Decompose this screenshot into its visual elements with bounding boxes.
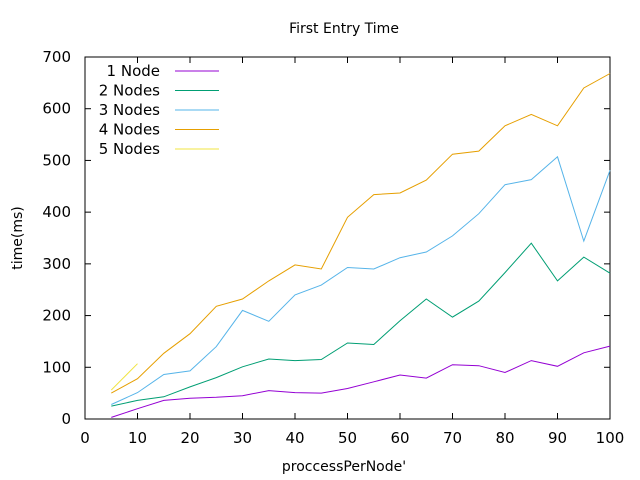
legend-label-1-node: 1 Node [107, 62, 160, 80]
x-tick-label: 90 [548, 429, 567, 447]
ticks-layer: 0 10 20 30 40 50 60 70 80 90 100 0 100 200 300 400 500 60… [42, 48, 624, 447]
series-line-2-nodes [111, 242, 611, 407]
series-line-3-nodes [111, 155, 611, 405]
y-tick-label: 600 [42, 100, 71, 118]
x-tick-label: 20 [180, 429, 199, 447]
y-tick-label: 100 [42, 358, 71, 376]
chart-title: First Entry Time [289, 21, 399, 37]
y-tick-label: 0 [61, 410, 71, 428]
series-line-1-node [111, 345, 611, 418]
series-layer [110, 73, 611, 418]
x-tick-label: 100 [596, 429, 625, 447]
y-tick-label: 700 [42, 48, 71, 66]
y-tick-label: 200 [42, 307, 71, 325]
x-tick-label: 0 [80, 429, 90, 447]
x-tick-label: 70 [443, 429, 462, 447]
legend-label-5-nodes: 5 Nodes [99, 140, 160, 158]
y-tick-label: 500 [42, 151, 71, 169]
y-tick-label: 400 [42, 203, 71, 221]
legend-label-3-nodes: 3 Nodes [99, 101, 160, 119]
x-tick-label: 60 [390, 429, 409, 447]
y-axis-label: time(ms) [10, 206, 26, 270]
x-tick-label: 80 [495, 429, 514, 447]
series-line-4-nodes [111, 73, 611, 394]
series-line-5-nodes [110, 363, 138, 391]
x-axis-label: proccessPerNode' [282, 459, 406, 475]
x-tick-label: 30 [233, 429, 252, 447]
x-tick-label: 40 [285, 429, 304, 447]
plot-frame [84, 56, 611, 420]
legend-label-4-nodes: 4 Nodes [99, 121, 160, 139]
legend-label-2-nodes: 2 Nodes [99, 82, 160, 100]
x-tick-label: 10 [128, 429, 147, 447]
x-tick-label: 50 [338, 429, 357, 447]
y-tick-label: 300 [42, 255, 71, 273]
